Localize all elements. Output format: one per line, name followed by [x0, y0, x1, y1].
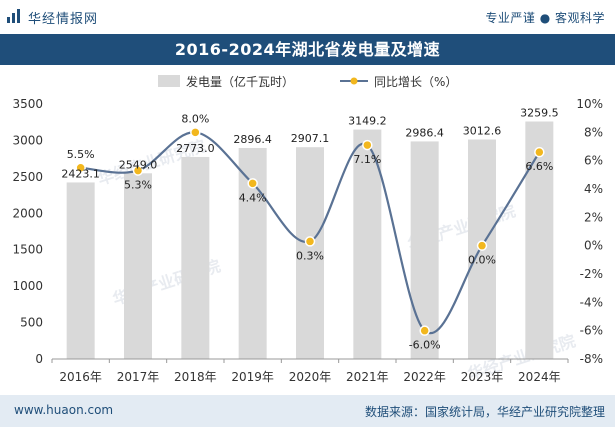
bar-value-label: 2549.0: [119, 158, 158, 171]
x-tick-label: 2020年: [289, 370, 332, 384]
bar-value-label: 2773.0: [176, 142, 215, 155]
y-right-tick-label: 2%: [584, 210, 603, 224]
bar: [181, 156, 210, 359]
point-labels: 5.5% 5.3% 8.0% 4.4% 0.3% 7.1% -6.0% 0.0% 6.6%: [67, 112, 554, 351]
y-left-tick-label: 3500: [12, 97, 43, 111]
y-right-tick-label: 8%: [584, 125, 603, 139]
bar: [525, 121, 554, 359]
y-axis-right: -8% -6% -4% -2% 0% 2% 4% 6% 8% 10%: [576, 97, 603, 366]
bar-value-label: 3259.5: [520, 107, 559, 120]
tagline: 专业严谨 ● 客观科学: [485, 11, 605, 25]
bar-value-label: 2986.4: [405, 126, 444, 139]
bar-value-label: 2423.1: [61, 167, 100, 180]
line-point: [304, 236, 316, 247]
bar-value-label: 3012.6: [463, 125, 502, 138]
bar-series: [66, 121, 554, 359]
data-source: 数据来源：国家统计局，华经产业研究院整理: [364, 405, 605, 419]
y-left-tick-label: 3000: [12, 133, 43, 147]
y-right-tick-label: 10%: [576, 97, 603, 111]
bar: [124, 173, 152, 359]
y-right-tick-label: -4%: [580, 295, 603, 309]
line-series: [75, 127, 545, 336]
bar: [410, 141, 439, 359]
x-tick-label: 2022年: [403, 370, 446, 384]
line-point: [190, 127, 201, 138]
site-name: 华经情报网: [28, 12, 99, 27]
x-tick-label: 2019年: [231, 370, 274, 384]
point-value-label: 5.3%: [124, 179, 152, 192]
point-value-label: 4.4%: [239, 191, 267, 204]
line-point: [419, 325, 430, 336]
y-left-tick-label: 500: [20, 316, 43, 330]
title-bar: 2016-2024年湖北省发电量及增速: [0, 34, 615, 65]
y-right-tick-label: 6%: [584, 154, 603, 168]
line-point: [247, 178, 258, 189]
legend-marker-icon: [350, 77, 358, 85]
bar-labels: 2423.1 2549.0 2773.0 2896.4 2907.1 3149.2 2986…: [61, 107, 558, 181]
x-tick-label: 2021年: [346, 370, 389, 384]
x-tick-label: 2016年: [59, 370, 102, 384]
point-value-label: 8.0%: [181, 112, 209, 125]
y-left-tick-label: 1000: [12, 279, 43, 293]
line-point: [75, 162, 86, 173]
y-right-tick-label: 0%: [584, 239, 603, 253]
footer-url: www.huaon.com: [14, 403, 114, 417]
top-bar: 华经情报网 专业严谨 ● 客观科学: [0, 0, 615, 34]
line-point: [362, 139, 373, 151]
point-value-label: -6.0%: [409, 339, 441, 352]
bar: [296, 147, 324, 359]
point-value-label: 5.5%: [67, 148, 95, 161]
y-left-tick-label: 0: [35, 352, 43, 366]
line-point: [476, 240, 488, 251]
y-right-tick-label: 4%: [584, 182, 603, 196]
y-right-tick-label: -8%: [580, 352, 603, 366]
bar-value-label: 3149.2: [348, 115, 387, 128]
point-value-label: 0.3%: [296, 249, 324, 262]
legend: 发电量（亿千瓦时） 同比增长（%）: [158, 74, 457, 89]
legend-bar-swatch: [158, 75, 180, 87]
bar: [353, 129, 382, 359]
x-tick-label: 2023年: [461, 370, 504, 384]
y-axis-left: 0 500 1000 1500 2000 2500 3000 3500: [12, 97, 43, 366]
y-left-tick-label: 1500: [12, 243, 43, 257]
line-point: [132, 165, 144, 176]
bar-value-label: 2896.4: [233, 133, 272, 146]
point-value-label: 7.1%: [353, 153, 381, 166]
footer: www.huaon.com 数据来源：国家统计局，华经产业研究院整理: [0, 395, 615, 427]
point-value-label: 6.6%: [525, 160, 553, 173]
y-right-tick-label: -6%: [580, 324, 603, 338]
bar: [66, 182, 95, 359]
huajing-logo-icon: [7, 9, 20, 23]
y-left-tick-label: 2500: [12, 170, 43, 184]
x-axis: 2016年 2017年 2018年 2019年 2020年 2021年 2022年 2023年…: [51, 358, 569, 384]
chart-title: 2016-2024年湖北省发电量及增速: [174, 40, 441, 59]
legend-line-label: 同比增长（%）: [374, 75, 457, 89]
bar-value-label: 2907.1: [291, 132, 330, 145]
growth-line: [80, 131, 541, 335]
x-tick-label: 2018年: [174, 370, 217, 384]
y-right-tick-label: -2%: [580, 267, 603, 281]
y-left-tick-label: 2000: [12, 206, 43, 220]
legend-bar-label: 发电量（亿千瓦时）: [186, 74, 294, 89]
point-value-label: 0.0%: [468, 254, 496, 267]
x-tick-label: 2017年: [117, 370, 160, 384]
x-tick-label: 2024年: [518, 370, 561, 384]
line-point: [534, 146, 545, 158]
